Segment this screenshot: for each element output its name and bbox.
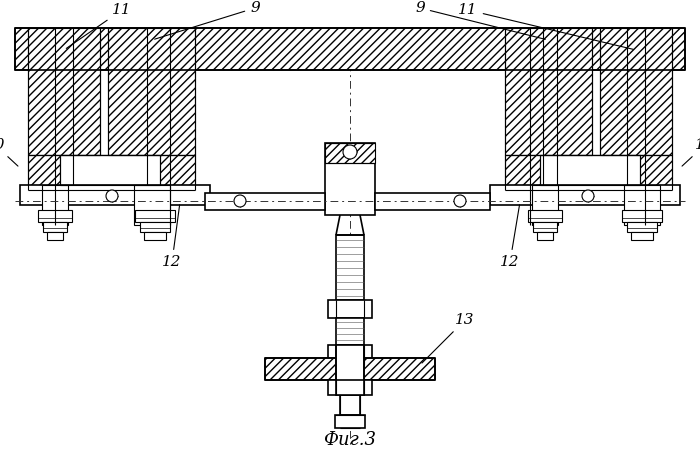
Text: Фиг.3: Фиг.3 (323, 431, 377, 449)
Bar (135, 210, 175, 222)
Bar (43, 222, 67, 232)
Text: 10: 10 (682, 138, 700, 166)
Text: 11: 11 (66, 3, 132, 48)
Bar (624, 185, 660, 225)
Bar (336, 235, 364, 300)
Bar (627, 222, 657, 232)
Bar (265, 358, 435, 380)
Bar (60, 155, 160, 185)
Bar (108, 28, 195, 155)
Bar (42, 185, 68, 225)
Bar (328, 380, 372, 395)
Bar (505, 28, 592, 155)
Bar (140, 222, 170, 232)
Bar (325, 143, 375, 163)
Bar (340, 395, 360, 415)
Bar (375, 193, 490, 210)
Text: 9: 9 (415, 1, 545, 39)
Circle shape (234, 195, 246, 207)
Text: 13: 13 (422, 313, 475, 363)
Bar (328, 345, 372, 365)
Bar (622, 210, 662, 222)
Bar (28, 28, 100, 155)
Circle shape (582, 190, 594, 202)
Bar (336, 318, 364, 345)
Text: 12: 12 (500, 205, 519, 269)
Text: 11: 11 (458, 3, 634, 49)
Bar (15, 28, 685, 70)
Text: 10: 10 (0, 138, 18, 166)
Bar (540, 155, 640, 185)
Bar (205, 193, 325, 210)
Bar (631, 232, 653, 240)
Circle shape (343, 145, 357, 159)
Bar (47, 232, 63, 240)
Bar (325, 143, 375, 215)
Bar (38, 210, 72, 222)
Bar (134, 185, 170, 225)
Circle shape (106, 190, 118, 202)
Bar (20, 185, 210, 205)
Bar (336, 345, 364, 395)
Bar (600, 28, 672, 155)
Bar (537, 232, 553, 240)
Bar (335, 415, 365, 428)
Bar (490, 185, 680, 205)
Bar (144, 232, 166, 240)
Bar (328, 300, 372, 318)
Circle shape (454, 195, 466, 207)
Bar (28, 155, 195, 190)
Bar (533, 222, 557, 232)
Text: 9: 9 (155, 1, 260, 39)
Bar (505, 155, 672, 190)
Bar (532, 185, 558, 225)
Text: 12: 12 (162, 205, 182, 269)
Bar (528, 210, 562, 222)
